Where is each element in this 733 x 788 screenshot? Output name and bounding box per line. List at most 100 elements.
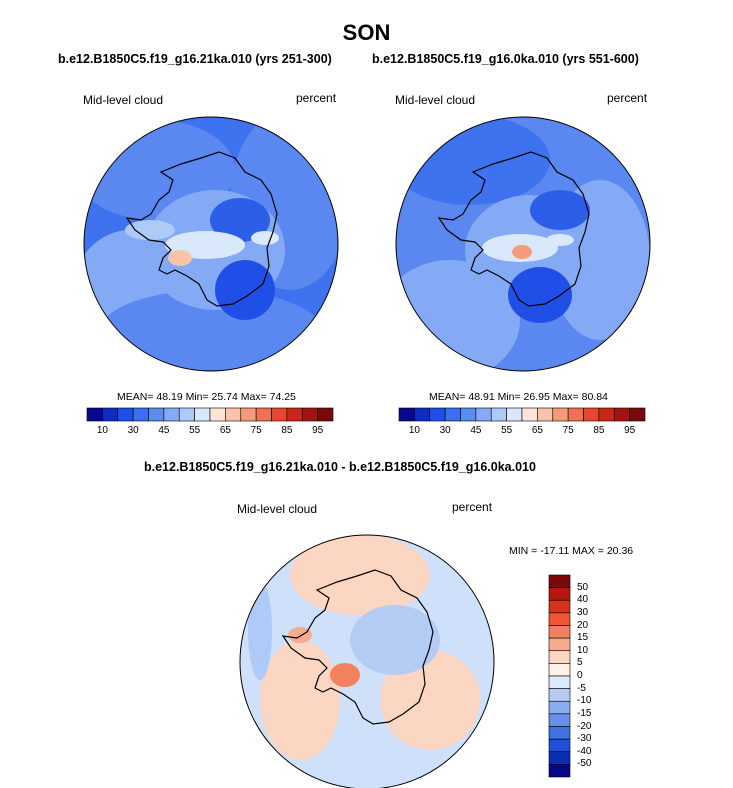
diff-colorbar-tick-label: -50	[577, 758, 592, 770]
left-colorbar-swatch	[86, 407, 103, 422]
diff-colorbar-tick-label: -10	[577, 695, 592, 707]
diff-colorbar-tick-label: 5	[577, 657, 583, 669]
left-polar-map	[84, 117, 338, 371]
diff-polar-map	[240, 535, 494, 788]
diff-colorbar-tick-label: -20	[577, 720, 592, 732]
diff-colorbar-swatch	[548, 574, 571, 588]
left-colorbar-swatch	[301, 407, 318, 422]
left-panel-subtitle: b.e12.B1850C5.f19_g16.21ka.010 (yrs 251-…	[58, 52, 332, 66]
left-stats: MEAN= 48.19 Min= 25.74 Max= 74.25	[117, 391, 296, 403]
diff-colorbar-tick-label: 10	[577, 644, 589, 656]
right-colorbar-swatch	[429, 407, 446, 422]
diff-colorbar-swatch	[548, 612, 571, 626]
left-colorbar-tick-label: 30	[127, 425, 139, 436]
right-polar-map	[396, 117, 650, 371]
right-colorbar-tick-label: 30	[439, 425, 451, 436]
right-colorbar-tick-label: 95	[624, 425, 636, 436]
right-colorbar-swatch	[629, 407, 646, 422]
diff-colorbar-swatch	[548, 726, 571, 740]
diff-colorbar-swatch	[548, 738, 571, 753]
left-colorbar-tick-label: 75	[250, 425, 262, 436]
left-colorbar-swatch	[194, 407, 211, 422]
right-colorbar-swatch	[537, 407, 554, 422]
diff-colorbar-tick-label: 0	[577, 670, 583, 681]
diff-colorbar-tick-label: 30	[577, 606, 589, 618]
diff-colorbar-tick-label: -5	[577, 682, 586, 694]
diff-colorbar	[548, 574, 571, 778]
left-colorbar-swatch	[209, 407, 226, 422]
left-colorbar-tick-label: 65	[219, 425, 231, 436]
left-colorbar-swatch	[317, 407, 334, 422]
diff-colorbar-tick-label: 50	[577, 581, 589, 593]
diff-colorbar-swatch	[548, 713, 571, 727]
left-colorbar-tick-label: 95	[312, 425, 324, 436]
diff-map-border	[239, 534, 495, 788]
right-colorbar-tick-label: 65	[531, 425, 543, 436]
right-colorbar-tick-label: 10	[408, 425, 420, 436]
right-colorbar-tick-label: 85	[593, 425, 605, 436]
diff-colorbar-swatch	[548, 751, 571, 765]
left-colorbar-swatch	[117, 407, 134, 422]
left-colorbar-swatch	[271, 407, 288, 422]
left-colorbar-tick-label: 45	[158, 425, 170, 436]
left-colorbar-swatch	[102, 407, 119, 422]
diff-colorbar-tick-label: -30	[577, 733, 592, 745]
left-colorbar-swatch	[163, 407, 180, 422]
right-colorbar-swatch	[398, 407, 415, 422]
right-colorbar-swatch	[444, 407, 461, 422]
left-colorbar-swatch	[255, 407, 272, 422]
right-colorbar-swatch	[598, 407, 615, 422]
diff-colorbar-swatch	[548, 599, 571, 614]
right-stats: MEAN= 48.91 Min= 26.95 Max= 80.84	[429, 391, 608, 403]
diff-colorbar-swatch	[548, 663, 571, 677]
diff-stats: MIN = -17.11 MAX = 20.36	[509, 545, 634, 557]
right-colorbar-tick-label: 55	[501, 425, 513, 436]
left-variable-label: Mid-level cloud	[83, 93, 164, 107]
diff-colorbar-swatch	[548, 587, 571, 601]
diff-colorbar-swatch	[548, 764, 571, 778]
right-colorbar	[398, 407, 646, 422]
diff-colorbar-tick-label: 40	[577, 594, 589, 606]
diff-colorbar-tick-label: -40	[577, 745, 592, 757]
right-units-label: percent	[607, 91, 648, 105]
left-map-border	[83, 116, 339, 372]
right-colorbar-tick-label: 45	[470, 425, 482, 436]
left-units-label: percent	[296, 91, 337, 105]
left-colorbar	[86, 407, 334, 422]
right-panel-subtitle: b.e12.B1850C5.f19_g16.0ka.010 (yrs 551-6…	[372, 52, 639, 66]
diff-colorbar-swatch	[548, 700, 571, 715]
diff-colorbar-swatch	[548, 688, 571, 702]
diff-units-label: percent	[452, 500, 493, 514]
figure-title: SON	[342, 20, 391, 45]
diff-colorbar-swatch	[548, 625, 571, 639]
right-colorbar-swatch	[552, 407, 569, 422]
diff-colorbar-swatch	[548, 637, 571, 652]
right-colorbar-swatch	[490, 407, 507, 422]
right-colorbar-swatch	[613, 407, 630, 422]
left-colorbar-swatch	[132, 407, 149, 422]
left-colorbar-swatch	[148, 407, 165, 422]
left-colorbar-swatch	[225, 407, 242, 422]
diff-variable-label: Mid-level cloud	[237, 502, 318, 516]
right-colorbar-swatch	[506, 407, 523, 422]
right-colorbar-swatch	[521, 407, 538, 422]
right-colorbar-swatch	[583, 407, 600, 422]
left-colorbar-swatch	[178, 407, 195, 422]
left-colorbar-tick-label: 85	[281, 425, 293, 436]
left-colorbar-tick-label: 10	[96, 425, 108, 436]
left-colorbar-swatch	[286, 407, 303, 422]
diff-panel-subtitle: b.e12.B1850C5.f19_g16.21ka.010 - b.e12.B…	[144, 460, 536, 474]
right-colorbar-swatch	[414, 407, 431, 422]
diff-colorbar-swatch	[548, 675, 571, 689]
diff-colorbar-tick-label: 15	[577, 632, 589, 644]
left-colorbar-swatch	[240, 407, 257, 422]
right-colorbar-tick-label: 75	[562, 425, 574, 436]
diff-colorbar-swatch	[548, 650, 571, 664]
diff-colorbar-tick-label: -15	[577, 707, 592, 719]
right-colorbar-swatch	[475, 407, 492, 422]
diff-colorbar-tick-label: 20	[577, 619, 589, 631]
right-map-border	[395, 116, 651, 372]
right-colorbar-swatch	[460, 407, 477, 422]
left-colorbar-tick-label: 55	[189, 425, 201, 436]
